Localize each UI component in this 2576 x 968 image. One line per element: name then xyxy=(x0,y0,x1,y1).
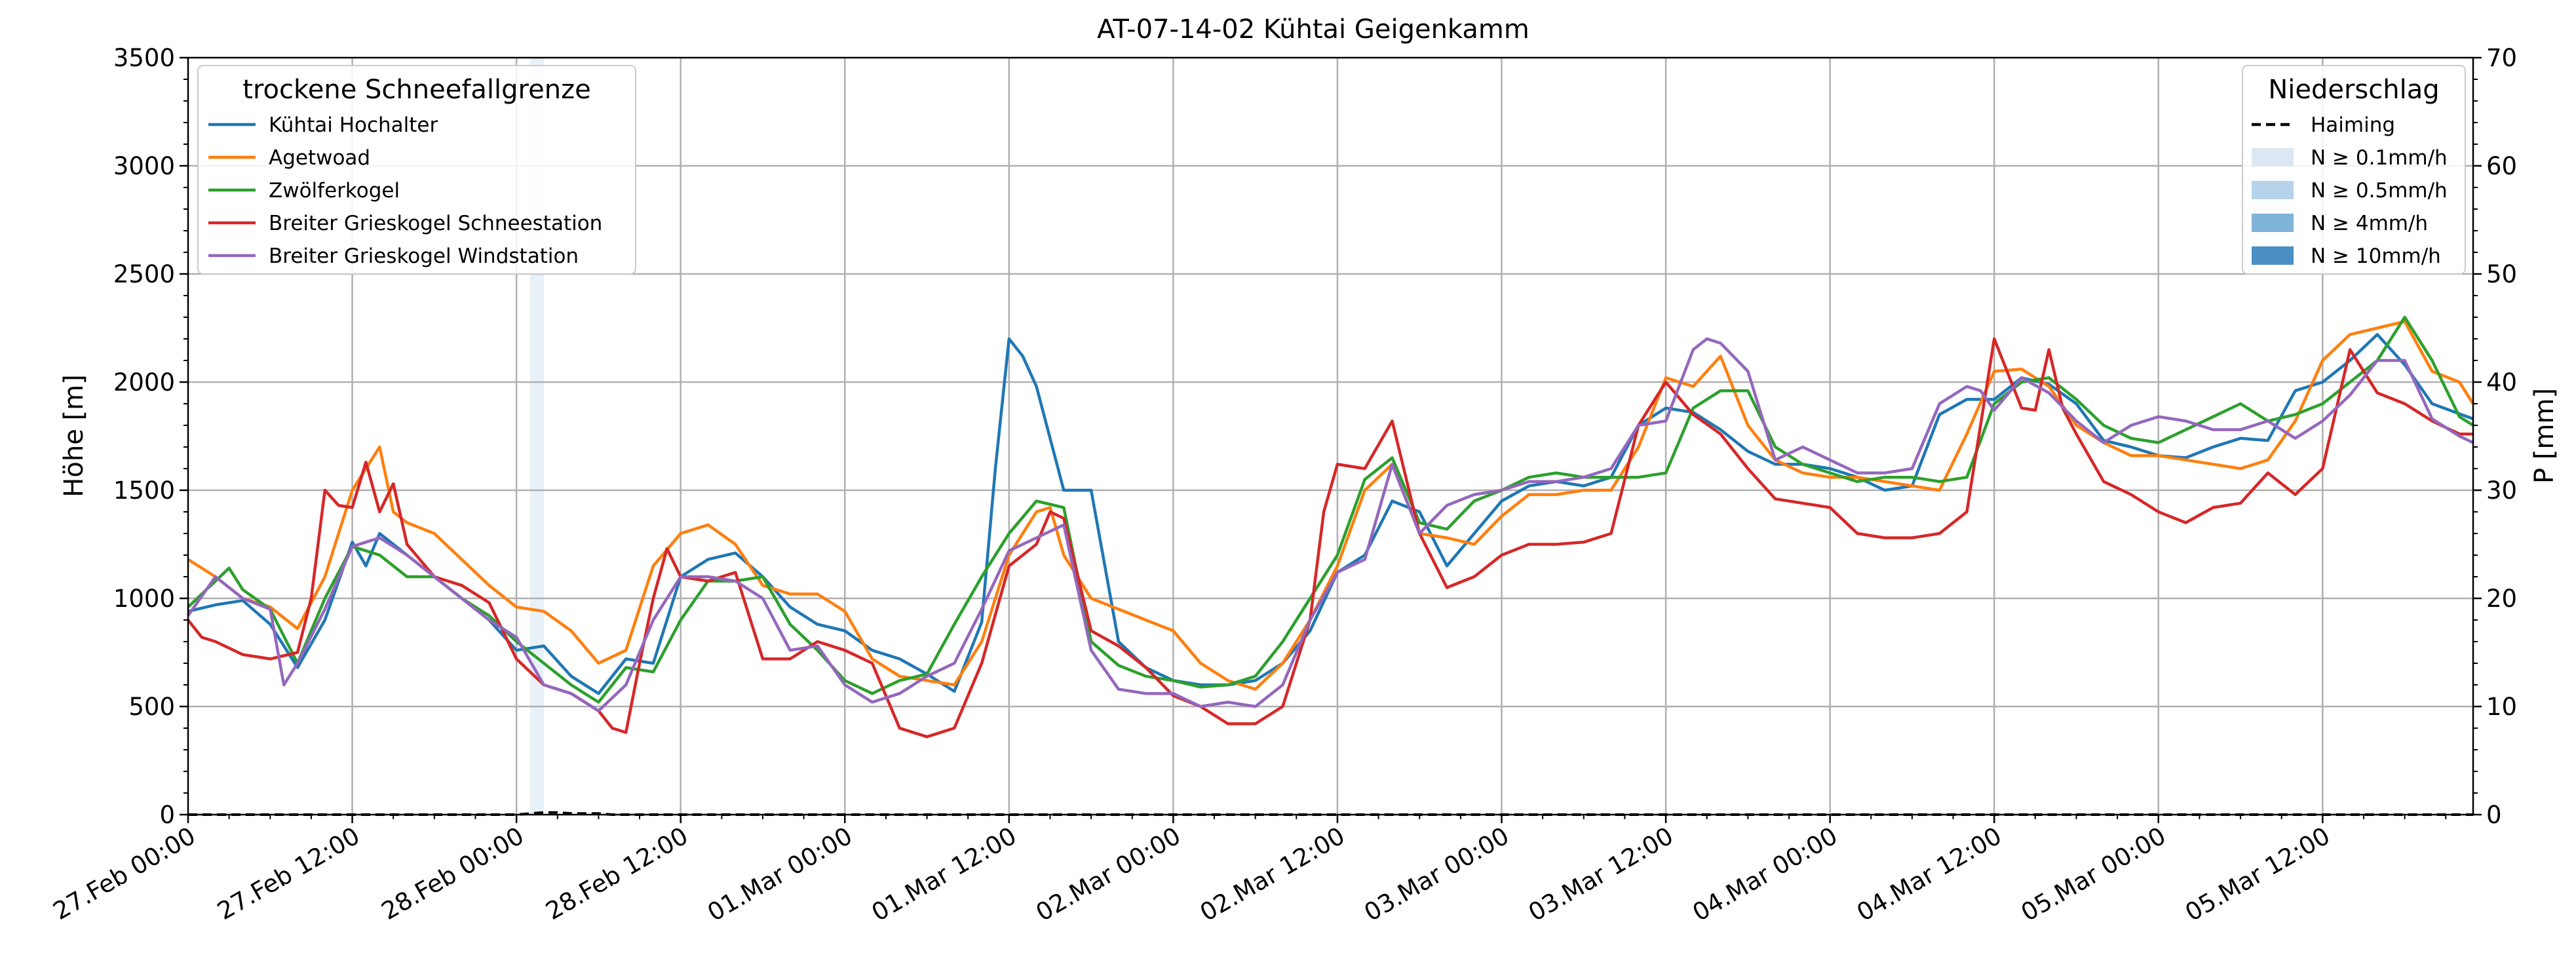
left-tick-label-4: 2000 xyxy=(113,368,175,397)
series-line-2 xyxy=(187,315,2474,704)
legend-right-title: Niederschlag xyxy=(2268,75,2439,105)
left-tick-label-3: 1500 xyxy=(113,476,175,505)
legend-right-label-0: Haiming xyxy=(2311,113,2395,137)
left-tick-label-0: 0 xyxy=(159,801,175,829)
legend-left-title: trockene Schneefallgrenze xyxy=(242,75,590,105)
series-line-4 xyxy=(187,337,2474,712)
right-tick-label-1: 10 xyxy=(2486,693,2517,721)
right-tick-label-2: 20 xyxy=(2486,585,2517,613)
right-tick-label-0: 0 xyxy=(2486,801,2502,829)
y-axis-title-right: P [mm] xyxy=(2529,388,2560,484)
left-tick-label-1: 500 xyxy=(128,693,175,721)
legend-left-label-3: Breiter Grieskogel Schneestation xyxy=(269,212,602,235)
legend-right-label-4: N ≥ 10mm/h xyxy=(2311,244,2441,268)
legend-left: trockene Schneefallgrenze Kühtai Hochalt… xyxy=(197,65,636,275)
left-tick-label-7: 3500 xyxy=(113,44,175,72)
legend-right-entries: Haiming N ≥ 0.1mm/h N ≥ 0.5mm/h N ≥ 4mm/h N … xyxy=(2252,113,2448,268)
legend-right-label-1: N ≥ 0.1mm/h xyxy=(2311,146,2448,170)
legend-right-swatch-1 xyxy=(2252,148,2294,166)
series-lines xyxy=(187,315,2474,739)
right-tick-label-3: 30 xyxy=(2486,476,2517,505)
left-tick-label-5: 2500 xyxy=(113,260,175,288)
right-tick-label-5: 50 xyxy=(2486,260,2517,288)
legend-right-swatch-3 xyxy=(2252,214,2294,232)
left-tick-label-6: 3000 xyxy=(113,152,175,180)
chart-title: AT-07-14-02 Kühtai Geigenkamm xyxy=(1097,14,1529,45)
right-tick-label-4: 40 xyxy=(2486,368,2517,397)
legend-left-label-1: Agetwoad xyxy=(269,146,370,170)
series-line-1 xyxy=(187,320,2474,691)
right-tick-label-7: 70 xyxy=(2486,44,2517,72)
legend-left-label-2: Zwölferkogel xyxy=(269,179,400,203)
right-tick-label-6: 60 xyxy=(2486,152,2517,180)
plot-frame xyxy=(187,56,2474,816)
legend-right-swatch-4 xyxy=(2252,246,2294,265)
legend-right: Niederschlag Haiming N ≥ 0.1mm/h N ≥ 0.5mm… xyxy=(2242,65,2466,275)
left-tick-label-2: 1000 xyxy=(113,585,175,613)
legend-right-label-3: N ≥ 4mm/h xyxy=(2311,212,2428,235)
legend-left-box xyxy=(197,65,636,275)
legend-left-label-0: Kühtai Hochalter xyxy=(269,113,438,137)
legend-left-entries: Kühtai Hochalter Agetwoad Zwölferkogel Brei… xyxy=(208,113,602,268)
y-axis-title-left: Höhe [m] xyxy=(59,374,89,497)
legend-left-label-4: Breiter Grieskogel Windstation xyxy=(269,244,579,268)
legend-right-box xyxy=(2242,65,2466,275)
left-axis: 0 500 1000 1500 2000 2500 3000 3500 xyxy=(113,44,188,829)
legend-right-swatch-2 xyxy=(2252,181,2294,199)
legend-right-label-2: N ≥ 0.5mm/h xyxy=(2311,179,2448,203)
right-axis: 0 10 20 30 40 50 60 70 xyxy=(2473,44,2517,829)
